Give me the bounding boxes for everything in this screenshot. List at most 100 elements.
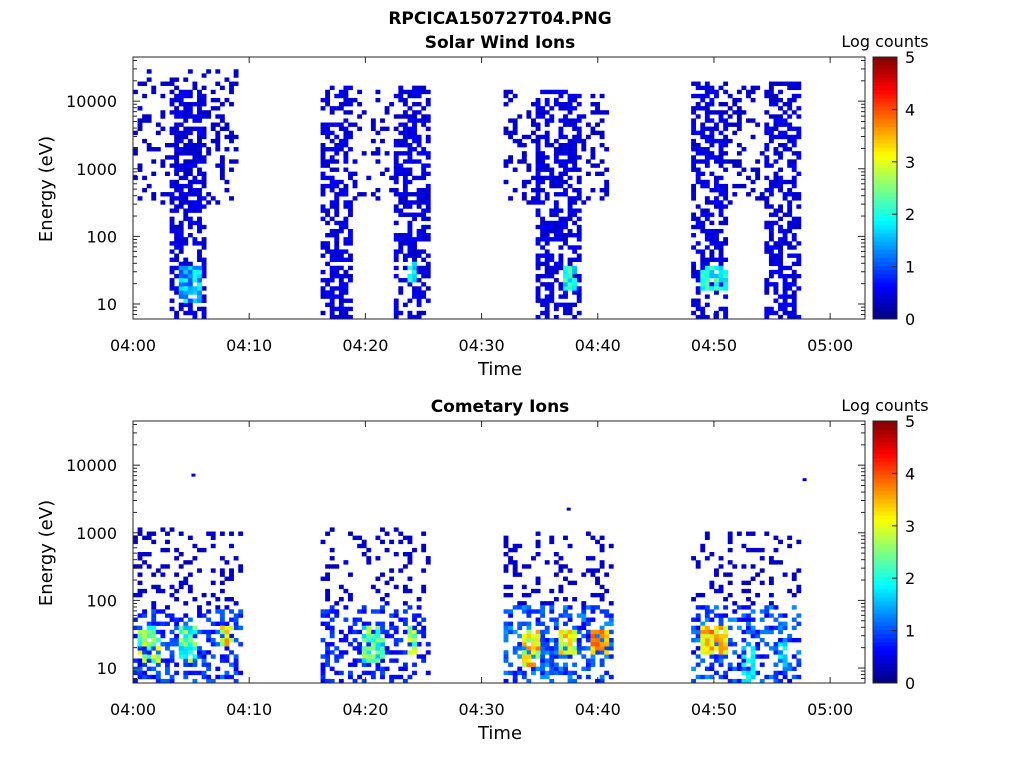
cometary-cell	[357, 646, 363, 651]
cometary-cell	[160, 547, 166, 553]
cometary-cell	[563, 564, 568, 569]
solar-wind-cell	[329, 298, 335, 303]
solar-wind-cell	[407, 237, 413, 242]
solar-wind-cell	[691, 302, 697, 308]
cometary-cell	[704, 629, 710, 635]
solar-wind-cell	[215, 130, 221, 136]
cometary-cell	[544, 650, 550, 655]
solar-wind-cell	[155, 130, 161, 136]
solar-wind-cell	[219, 163, 225, 168]
solar-wind-cell	[329, 257, 335, 262]
solar-wind-cell	[563, 273, 568, 279]
cometary-cell	[160, 629, 166, 635]
cometary-cell	[590, 637, 596, 643]
solar-wind-cell	[160, 200, 166, 205]
solar-wind-cell	[787, 204, 793, 209]
cometary-cell	[549, 666, 555, 672]
solar-wind-cell	[183, 147, 189, 152]
cometary-colorbar-step	[873, 461, 897, 467]
cometary-cell	[599, 658, 605, 663]
solar-wind-cell	[393, 237, 399, 242]
cometary-cell	[224, 646, 230, 651]
solar-wind-cell	[338, 306, 344, 312]
solar-wind-cell	[183, 294, 189, 299]
cometary-cell	[723, 654, 729, 659]
solar-wind-cell	[782, 179, 788, 185]
solar-wind-cell	[576, 298, 582, 303]
solar-wind-cell	[219, 175, 225, 181]
solar-wind-cell	[320, 97, 326, 103]
solar-wind-cell	[787, 273, 793, 279]
solar-wind-cell	[407, 179, 413, 185]
cometary-cell	[393, 658, 399, 663]
solar-wind-cell	[567, 97, 573, 103]
solar-wind-cell	[389, 175, 395, 181]
solar-wind-cell	[549, 114, 555, 119]
solar-wind-cell	[704, 257, 710, 262]
cometary-cell	[361, 543, 367, 549]
solar-wind-cell	[412, 126, 417, 131]
solar-wind-cell	[133, 147, 138, 152]
solar-wind-cell	[521, 196, 527, 201]
cometary-cell	[329, 605, 335, 610]
solar-wind-cell	[178, 196, 184, 201]
solar-wind-cell	[183, 298, 189, 303]
cometary-cell	[782, 613, 788, 618]
cometary-cell	[540, 646, 546, 651]
solar-wind-cell	[714, 126, 719, 131]
cometary-cell	[755, 642, 761, 647]
solar-wind-cell	[370, 138, 376, 144]
solar-wind-cell	[338, 228, 344, 234]
cometary-cell	[389, 539, 395, 545]
cometary-cell	[361, 605, 367, 610]
solar-wind-cell	[416, 151, 422, 156]
cometary-cell	[535, 646, 541, 651]
cometary-cell	[599, 592, 605, 598]
solar-wind-cell	[174, 122, 180, 127]
cometary-cell	[233, 621, 239, 626]
cometary-colorbar-tick-label: 5	[905, 412, 915, 431]
solar-wind-cell	[393, 188, 399, 193]
cometary-cell	[155, 650, 161, 655]
solar-wind-cell	[727, 138, 733, 144]
solar-wind-cell	[773, 269, 779, 275]
cometary-cell	[714, 637, 719, 643]
cometary-cell	[704, 666, 710, 672]
cometary-cell	[325, 613, 331, 618]
solar-wind-cell	[338, 147, 344, 152]
solar-wind-cell	[727, 114, 733, 119]
solar-wind-cell	[201, 175, 207, 181]
solar-wind-cell	[421, 118, 427, 123]
cometary-cell	[576, 637, 582, 643]
solar-wind-cell	[558, 237, 564, 242]
cometary-cell	[192, 597, 198, 602]
solar-wind-cell	[334, 245, 340, 250]
solar-wind-cell	[535, 167, 541, 172]
solar-wind-cell	[590, 163, 596, 168]
solar-wind-cell	[709, 134, 715, 140]
cometary-cell	[796, 539, 802, 545]
cometary-cell	[133, 678, 138, 684]
cometary-cell	[320, 674, 326, 680]
solar-wind-cell	[407, 118, 413, 123]
solar-wind-cell	[750, 167, 756, 172]
cometary-cell	[343, 637, 349, 643]
solar-wind-cell	[544, 282, 550, 287]
cometary-cell	[325, 621, 331, 626]
solar-wind-cell	[695, 249, 701, 254]
solar-wind-cell	[796, 224, 802, 230]
cometary-cell	[695, 564, 701, 569]
solar-wind-cell	[544, 286, 550, 291]
cometary-cell	[526, 662, 532, 667]
cometary-cell	[329, 650, 335, 655]
solar-wind-cell	[691, 126, 697, 131]
cometary-colorbar-step	[873, 445, 897, 451]
cometary-cell	[540, 666, 546, 672]
solar-wind-cell	[595, 110, 600, 115]
cometary-colorbar-step	[873, 597, 897, 602]
solar-wind-cell	[334, 134, 340, 140]
solar-wind-cell	[343, 97, 349, 103]
cometary-cell	[384, 547, 390, 553]
solar-wind-cell	[412, 273, 417, 279]
cometary-cell	[608, 564, 614, 569]
